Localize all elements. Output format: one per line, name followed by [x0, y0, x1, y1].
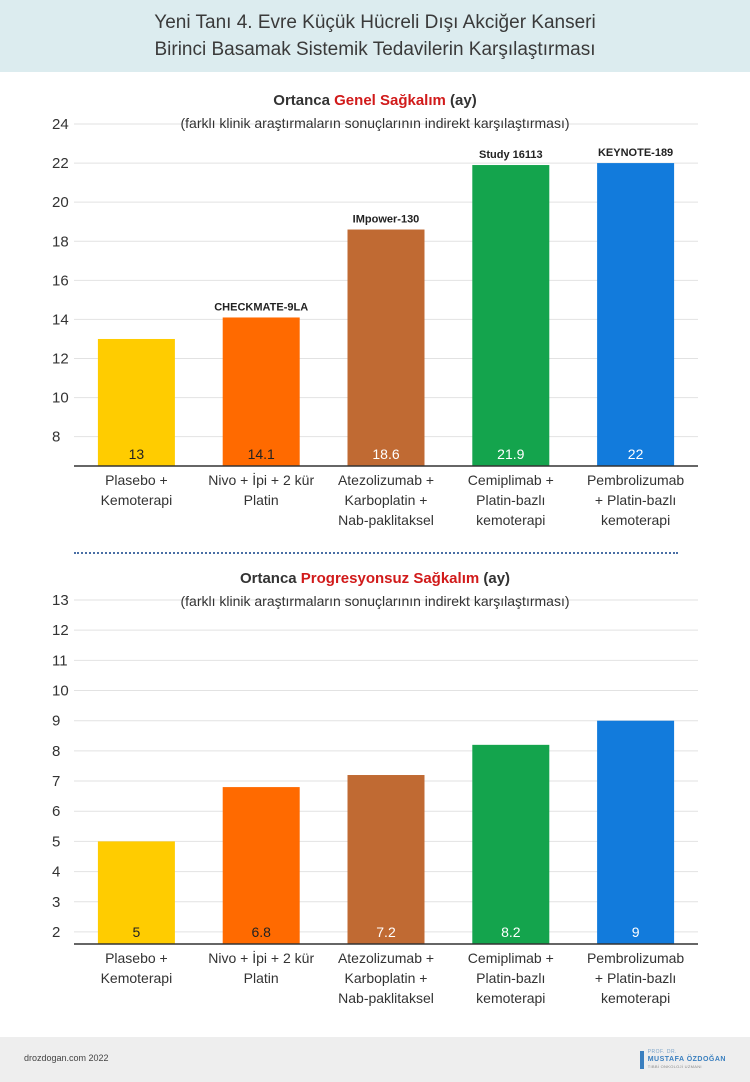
trial-label: KEYNOTE-189 — [598, 147, 673, 159]
overall-survival-chart: Ortanca Genel Sağkalım (ay) 8 10 12 14 16 18 20… — [52, 92, 698, 528]
bar-value-label: 6.8 — [251, 924, 271, 940]
y-tick-label: 3 — [52, 894, 60, 911]
bar — [222, 317, 300, 466]
section-divider — [74, 552, 678, 554]
bar — [222, 787, 300, 944]
category-label: kemoterapi — [601, 990, 670, 1006]
y-tick-label: 8 — [52, 429, 60, 446]
bar-value-label: 21.9 — [497, 446, 524, 462]
chart-title-prefix: Ortanca — [240, 570, 301, 587]
y-tick-label: 9 — [52, 713, 60, 730]
footer: drozdogan.com 2022 PROF. DR. MUSTAFA ÖZD… — [0, 1037, 750, 1082]
trial-label: IMpower-130 — [353, 214, 420, 226]
category-label: Karboplatin + — [345, 970, 428, 986]
category-label: Kemoterapi — [101, 492, 173, 508]
progression-free-survival-chart: Ortanca Progresyonsuz Sağkalım (ay) 2 3 4 5 6… — [52, 570, 698, 1006]
logo-name: MUSTAFA ÖZDOĞAN — [647, 1056, 726, 1063]
category-label: Platin — [244, 970, 279, 986]
bar — [347, 229, 425, 466]
category-label: kemoterapi — [601, 512, 670, 528]
category-label: kemoterapi — [476, 512, 545, 528]
y-tick-label: 2 — [52, 924, 60, 941]
y-tick-label: 24 — [52, 116, 69, 133]
bar — [472, 744, 550, 944]
bar-value-label: 8.2 — [501, 924, 521, 940]
bar-value-label: 7.2 — [376, 924, 396, 940]
bar-value-label: 22 — [628, 446, 644, 462]
y-tick-label: 22 — [52, 155, 69, 172]
category-label: Platin-bazlı — [476, 492, 545, 508]
y-tick-label: 10 — [52, 683, 69, 700]
bar-value-label: 14.1 — [248, 446, 275, 462]
chart-title-prefix: Ortanca — [273, 92, 334, 109]
y-tick-label: 10 — [52, 390, 69, 407]
category-label: Nivo + İpi + 2 kür — [208, 471, 314, 488]
bar — [347, 775, 425, 944]
chart-title: Ortanca Genel Sağkalım (ay) — [273, 92, 476, 109]
chart-title: Ortanca Progresyonsuz Sağkalım (ay) — [240, 570, 510, 587]
bar — [97, 841, 175, 944]
footer-site-text: drozdogan.com 2022 — [24, 1053, 109, 1063]
category-label: Karboplatin + — [345, 492, 428, 508]
y-tick-label: 20 — [52, 194, 69, 211]
bar-value-label: 13 — [129, 446, 145, 462]
chart-subtitle: (farklı klinik araştırmaların sonuçların… — [181, 115, 570, 131]
y-tick-label: 4 — [52, 864, 60, 881]
header-banner: Yeni Tanı 4. Evre Küçük Hücreli Dışı Akc… — [0, 0, 750, 72]
bar — [597, 720, 675, 944]
category-label: Pembrolizumab — [587, 950, 684, 966]
y-tick-label: 14 — [52, 311, 69, 328]
y-tick-label: 8 — [52, 743, 60, 760]
bar-value-label: 18.6 — [372, 446, 399, 462]
bar — [597, 163, 675, 466]
bar — [97, 338, 175, 466]
y-tick-label: 11 — [52, 652, 68, 669]
y-tick-label: 6 — [52, 803, 60, 820]
category-label: Plasebo + — [105, 950, 168, 966]
category-label: Pembrolizumab — [587, 472, 684, 488]
bar-value-label: 5 — [133, 924, 141, 940]
trial-label: Study 16113 — [479, 149, 543, 161]
category-label: Nivo + İpi + 2 kür — [208, 949, 314, 966]
y-tick-label: 18 — [52, 233, 69, 250]
chart-title-highlight: Genel Sağkalım — [334, 92, 446, 109]
bar — [472, 165, 550, 466]
logo-title: PROF. DR. — [647, 1049, 677, 1055]
y-tick-label: 12 — [52, 351, 69, 368]
category-label: Cemiplimab + — [468, 472, 554, 488]
chart-subtitle: (farklı klinik araştırmaların sonuçların… — [181, 593, 570, 609]
chart-title-highlight: Progresyonsuz Sağkalım — [301, 570, 479, 587]
y-tick-label: 12 — [52, 622, 69, 639]
category-label: Platin-bazlı — [476, 970, 545, 986]
y-tick-label: 5 — [52, 833, 60, 850]
logo-subtitle: TIBBİ ONKOLOJİ UZMANI — [647, 1064, 702, 1069]
category-label: Cemiplimab + — [468, 950, 554, 966]
category-label: kemoterapi — [476, 990, 545, 1006]
header-title-line2: Birinci Basamak Sistemik Tedavilerin Kar… — [154, 39, 596, 60]
category-label: Plasebo + — [105, 472, 168, 488]
category-label: Kemoterapi — [101, 970, 173, 986]
category-label: Nab-paklitaksel — [338, 990, 434, 1006]
trial-label: CHECKMATE-9LA — [214, 301, 308, 313]
category-label: + Platin-bazlı — [595, 970, 676, 986]
chart-title-suffix: (ay) — [446, 92, 477, 109]
category-label: + Platin-bazlı — [595, 492, 676, 508]
category-label: Nab-paklitaksel — [338, 512, 434, 528]
category-label: Atezolizumab + — [338, 950, 434, 966]
logo-mark-icon — [639, 1050, 644, 1069]
category-label: Atezolizumab + — [338, 472, 434, 488]
header-title-line1: Yeni Tanı 4. Evre Küçük Hücreli Dışı Akc… — [154, 12, 596, 33]
bar-value-label: 9 — [632, 924, 640, 940]
y-tick-label: 16 — [52, 272, 69, 289]
y-tick-label: 13 — [52, 592, 69, 609]
y-tick-label: 7 — [52, 773, 60, 790]
chart-title-suffix: (ay) — [479, 570, 510, 587]
category-label: Platin — [244, 492, 279, 508]
author-logo: PROF. DR. MUSTAFA ÖZDOĞAN TIBBİ ONKOLOJİ… — [639, 1049, 726, 1070]
